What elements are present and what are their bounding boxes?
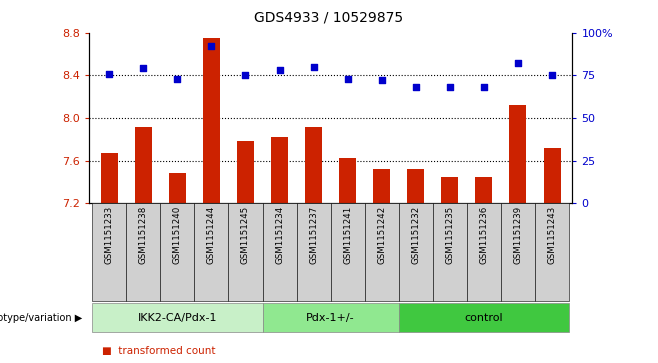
Text: GSM1151236: GSM1151236 xyxy=(480,206,488,265)
Point xyxy=(411,84,421,90)
Bar xyxy=(475,177,492,203)
Text: GSM1151235: GSM1151235 xyxy=(445,206,455,265)
Bar xyxy=(433,203,467,301)
Text: GSM1151233: GSM1151233 xyxy=(105,206,114,265)
Text: genotype/variation ▶: genotype/variation ▶ xyxy=(0,313,82,323)
Bar xyxy=(467,203,501,301)
Bar xyxy=(263,203,297,301)
Text: IKK2-CA/Pdx-1: IKK2-CA/Pdx-1 xyxy=(138,313,217,323)
Point xyxy=(342,76,353,82)
Bar xyxy=(442,177,459,203)
Bar xyxy=(373,169,390,203)
Point xyxy=(445,84,455,90)
Text: GSM1151245: GSM1151245 xyxy=(241,206,250,265)
Text: GSM1151232: GSM1151232 xyxy=(411,206,420,265)
Point xyxy=(274,67,285,73)
Text: GSM1151237: GSM1151237 xyxy=(309,206,318,265)
Point xyxy=(478,84,489,90)
Bar xyxy=(544,148,561,203)
Bar xyxy=(228,203,263,301)
Text: GDS4933 / 10529875: GDS4933 / 10529875 xyxy=(255,11,403,25)
Point xyxy=(172,76,183,82)
Point xyxy=(138,66,149,72)
Text: GSM1151238: GSM1151238 xyxy=(139,206,148,265)
Point xyxy=(240,72,251,78)
Bar xyxy=(92,303,263,333)
Bar xyxy=(297,203,330,301)
Bar xyxy=(194,203,228,301)
Bar xyxy=(407,169,424,203)
Bar xyxy=(92,203,126,301)
Bar xyxy=(135,127,152,203)
Text: GSM1151243: GSM1151243 xyxy=(547,206,557,265)
Bar xyxy=(203,38,220,203)
Bar xyxy=(535,203,569,301)
Bar xyxy=(263,303,399,333)
Bar xyxy=(365,203,399,301)
Point xyxy=(547,72,557,78)
Text: GSM1151242: GSM1151242 xyxy=(377,206,386,265)
Text: ■  transformed count: ■ transformed count xyxy=(102,346,215,356)
Bar xyxy=(169,174,186,203)
Bar xyxy=(501,203,535,301)
Text: control: control xyxy=(465,313,503,323)
Bar xyxy=(330,203,365,301)
Bar xyxy=(271,137,288,203)
Point xyxy=(104,71,114,77)
Text: GSM1151241: GSM1151241 xyxy=(343,206,352,265)
Point xyxy=(376,78,387,83)
Bar xyxy=(339,159,356,203)
Point xyxy=(206,44,216,49)
Bar xyxy=(161,203,194,301)
Bar xyxy=(305,127,322,203)
Text: GSM1151240: GSM1151240 xyxy=(173,206,182,265)
Bar xyxy=(237,142,254,203)
Text: GSM1151234: GSM1151234 xyxy=(275,206,284,265)
Bar xyxy=(399,203,433,301)
Text: GSM1151239: GSM1151239 xyxy=(513,206,522,264)
Text: Pdx-1+/-: Pdx-1+/- xyxy=(307,313,355,323)
Bar xyxy=(509,105,526,203)
Bar xyxy=(101,153,118,203)
Bar xyxy=(399,303,569,333)
Point xyxy=(309,64,319,70)
Text: GSM1151244: GSM1151244 xyxy=(207,206,216,265)
Point xyxy=(513,61,523,66)
Bar xyxy=(126,203,161,301)
